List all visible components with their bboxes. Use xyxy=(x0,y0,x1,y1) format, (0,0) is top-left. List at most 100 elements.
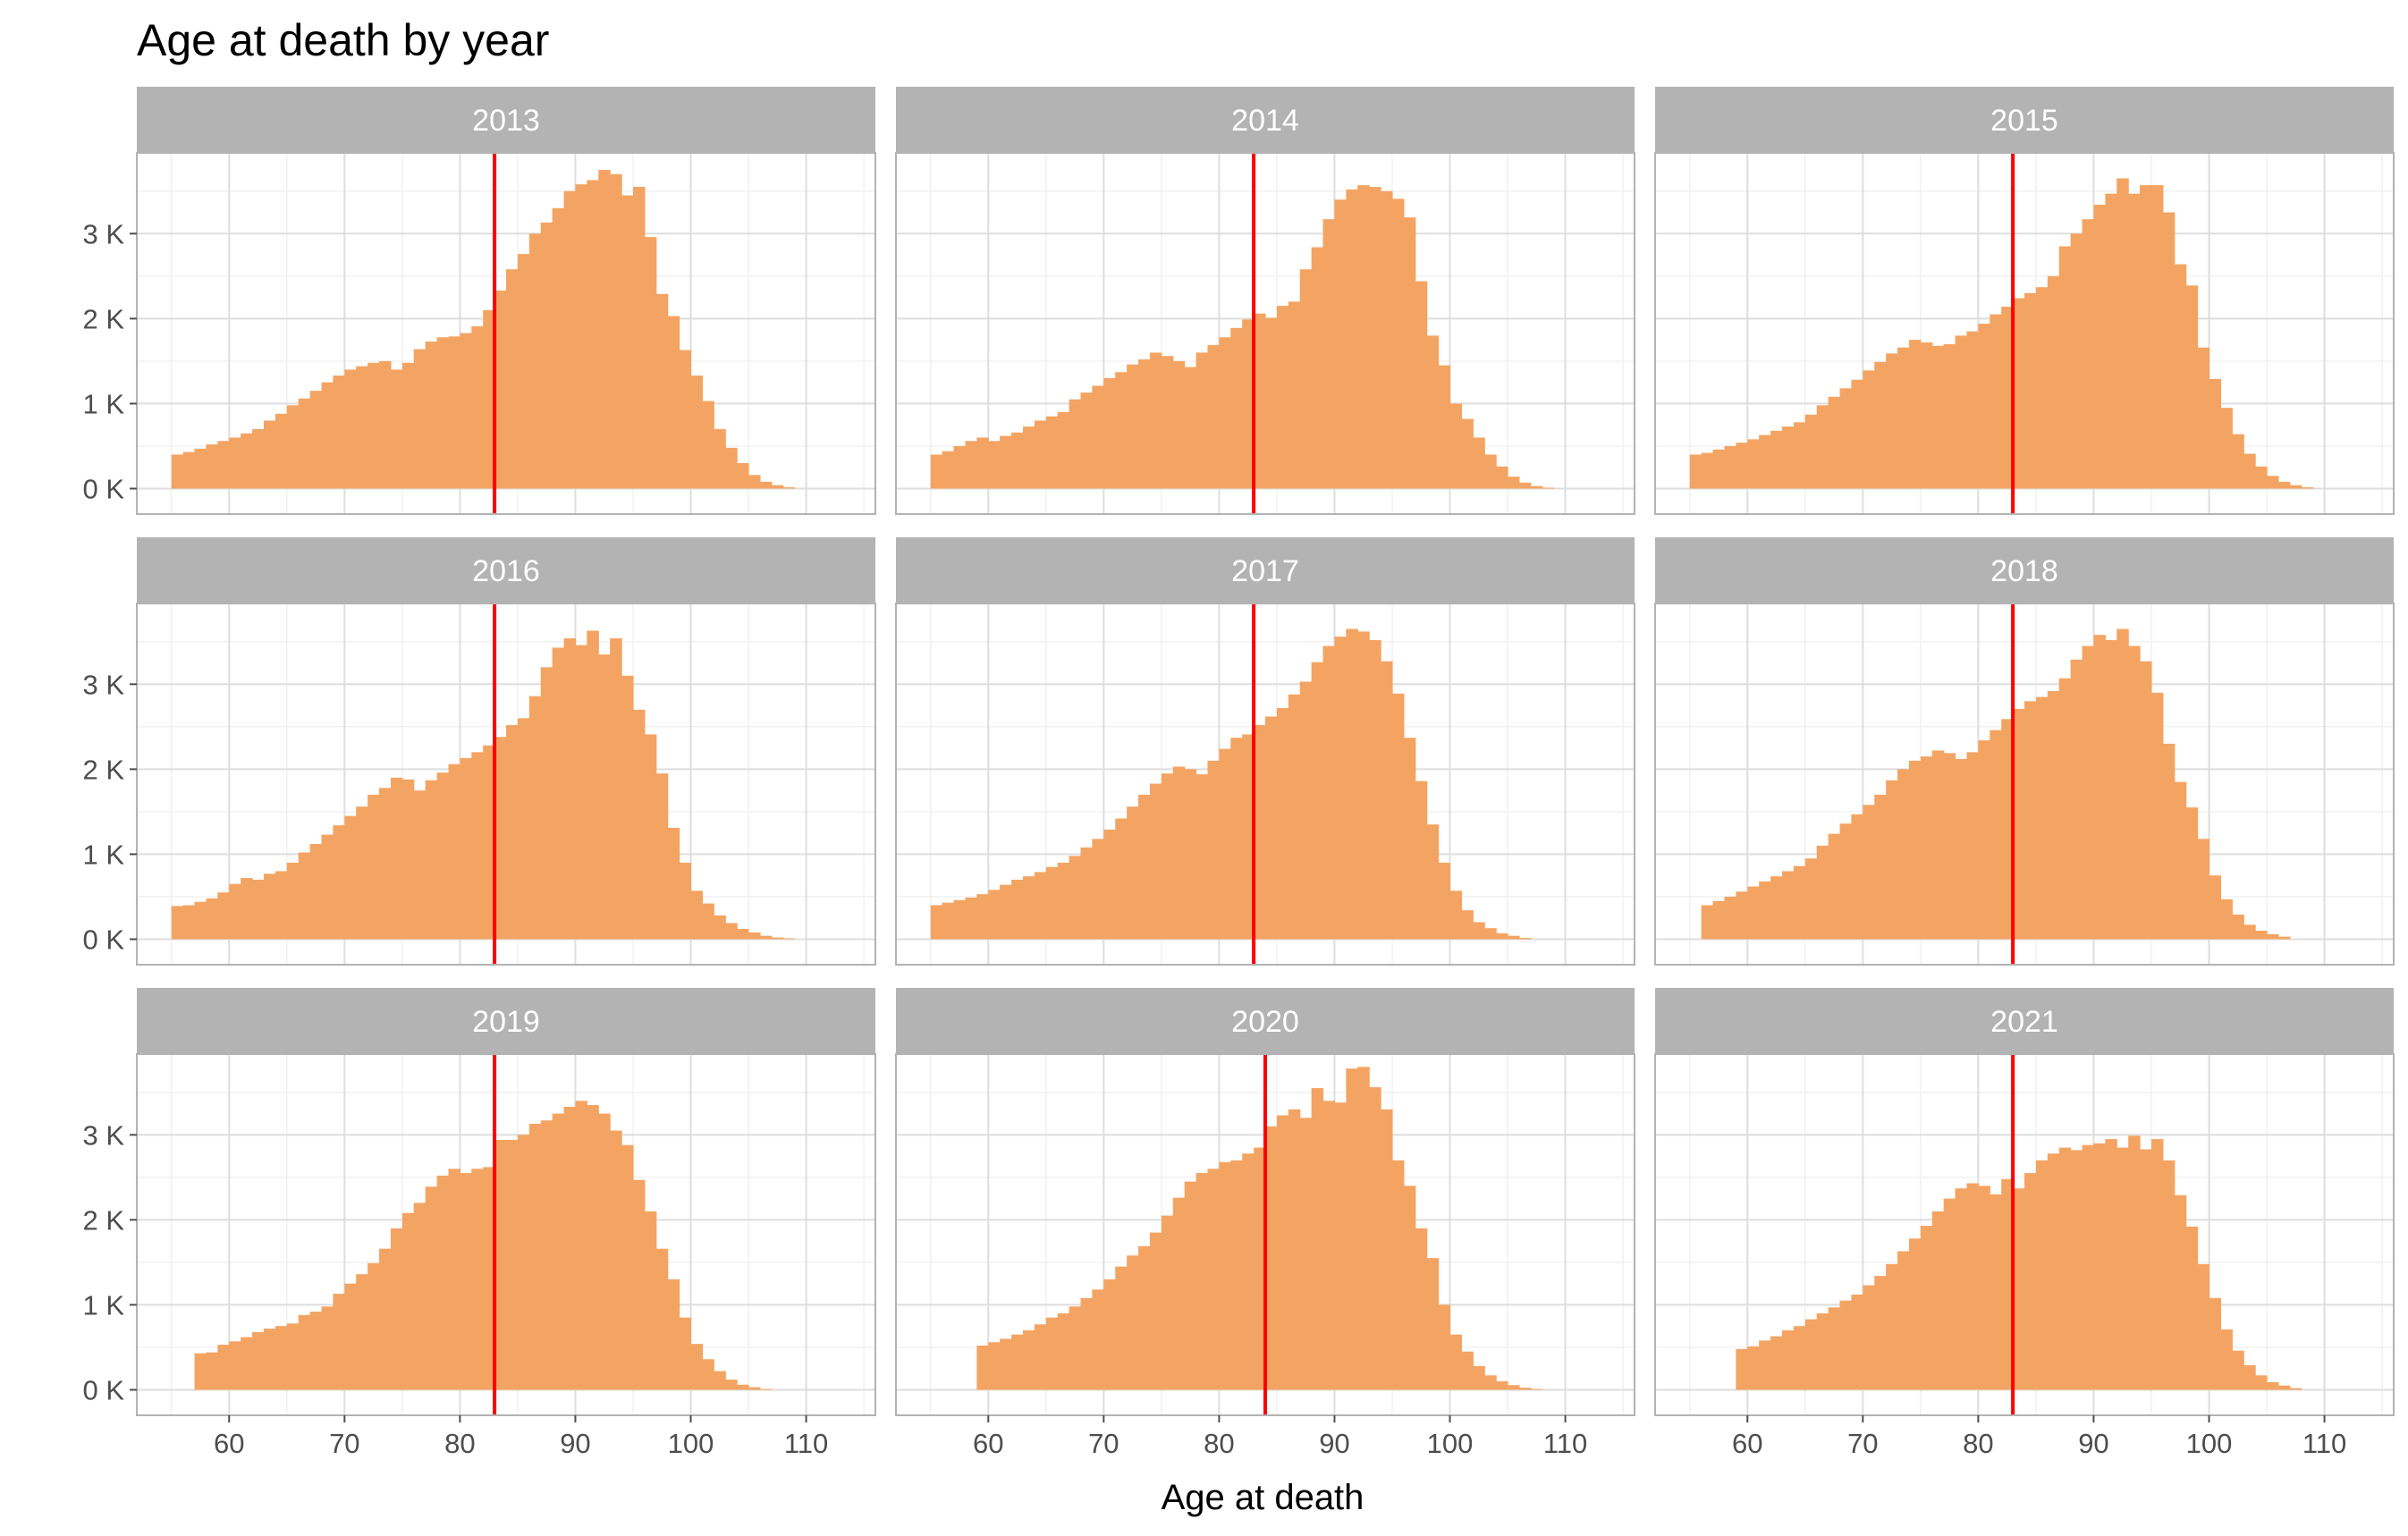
histogram-bar xyxy=(2232,914,2244,940)
histogram-bar xyxy=(1908,1238,1922,1390)
histogram-bar xyxy=(2267,1381,2279,1390)
histogram-bar xyxy=(1161,1215,1174,1390)
histogram-bar xyxy=(379,1248,392,1390)
histogram-bar xyxy=(517,718,530,940)
histogram-bar xyxy=(737,929,749,940)
histogram-bar xyxy=(644,237,657,489)
histogram-bar xyxy=(298,398,311,489)
histogram-bar xyxy=(610,1130,622,1390)
histogram-bar xyxy=(2082,1144,2095,1390)
facet-strip xyxy=(1655,537,2394,603)
histogram-bar xyxy=(1311,662,1324,940)
histogram-bar xyxy=(1931,750,1945,940)
histogram-bar xyxy=(1863,805,1875,940)
histogram-bar xyxy=(1793,422,1806,489)
histogram-bar xyxy=(1781,871,1795,940)
histogram-bar xyxy=(356,806,368,940)
histogram-bar xyxy=(2001,307,2014,489)
histogram-bar xyxy=(1288,1109,1301,1390)
histogram-bar xyxy=(702,903,714,940)
histogram-bar xyxy=(2277,481,2291,489)
histogram-bar xyxy=(1265,716,1278,940)
histogram-bar xyxy=(552,1113,565,1390)
histogram-bar xyxy=(1736,443,1748,489)
histogram-bar xyxy=(1473,1365,1485,1390)
histogram-bar xyxy=(2001,1178,2014,1390)
histogram-bar xyxy=(2082,219,2095,489)
histogram-bar xyxy=(1897,769,1910,940)
histogram-bar xyxy=(436,337,450,489)
histogram-bar xyxy=(460,1173,472,1390)
histogram-bar xyxy=(390,777,403,940)
histogram-bar xyxy=(1908,340,1922,489)
histogram-bar xyxy=(976,437,989,489)
histogram-bar xyxy=(1357,631,1370,940)
histogram-bar xyxy=(1449,1334,1463,1390)
histogram-bar xyxy=(598,1113,611,1390)
facet-strip xyxy=(1655,988,2394,1054)
histogram-bar xyxy=(471,325,484,489)
histogram-bar xyxy=(2128,193,2141,489)
histogram-bar xyxy=(1426,1258,1440,1390)
histogram-bar xyxy=(1828,396,1841,489)
histogram-bar xyxy=(2162,743,2176,940)
histogram-bar xyxy=(1874,361,1887,489)
histogram-bar xyxy=(1207,760,1220,940)
histogram-bar xyxy=(563,637,577,940)
histogram-bar xyxy=(286,405,300,489)
histogram-bar xyxy=(528,696,542,940)
histogram-bar xyxy=(1426,335,1440,489)
facet-panel-2020: 2020 60 70 80 90 100 110 xyxy=(895,988,1635,1459)
histogram-bar xyxy=(506,269,519,489)
x-tick-label: 90 xyxy=(2078,1428,2108,1459)
histogram-bar xyxy=(988,441,1001,489)
histogram-bar xyxy=(1759,881,1771,940)
histogram-bar xyxy=(309,391,323,489)
histogram-bar xyxy=(390,369,403,489)
histogram-bar xyxy=(2162,1160,2176,1390)
histogram-bar xyxy=(517,1135,530,1390)
histogram-bar xyxy=(748,475,761,489)
histogram-bar xyxy=(252,879,265,940)
histogram-bar xyxy=(1770,1336,1783,1390)
histogram-bar xyxy=(1080,392,1094,489)
histogram-bar xyxy=(2150,185,2164,489)
histogram-bar xyxy=(714,428,726,489)
histogram-bar xyxy=(621,195,634,489)
histogram-bar xyxy=(1254,1147,1266,1390)
histogram-bar xyxy=(1724,445,1736,489)
histogram-bar xyxy=(552,647,565,940)
histogram-bar xyxy=(587,1105,599,1390)
histogram-bar xyxy=(2255,466,2268,489)
histogram-bar xyxy=(1034,420,1047,489)
x-tick-label: 60 xyxy=(1732,1428,1762,1459)
histogram-bar xyxy=(1770,876,1783,940)
histogram-bar xyxy=(1196,1173,1209,1390)
histogram-bar xyxy=(1496,1380,1508,1390)
histogram-bar xyxy=(333,376,345,489)
histogram-bar xyxy=(2150,692,2164,940)
histogram-bar xyxy=(737,1384,749,1390)
histogram-bar xyxy=(379,360,392,489)
histogram-bar xyxy=(2197,839,2210,940)
histogram-bar xyxy=(1804,858,1818,940)
histogram-bar xyxy=(171,906,184,940)
histogram-bar xyxy=(321,1306,334,1390)
histogram-bar xyxy=(1045,866,1059,940)
histogram-bar xyxy=(667,827,680,940)
histogram-bar xyxy=(655,773,669,940)
histogram-bar xyxy=(714,915,726,940)
histogram-bar xyxy=(1127,1255,1139,1390)
histogram-bar xyxy=(1381,1109,1393,1390)
histogram-bar xyxy=(1978,740,1990,940)
histogram-bar xyxy=(1542,487,1555,489)
histogram-bar xyxy=(1851,814,1863,940)
facet-strip xyxy=(137,988,875,1054)
histogram-bar xyxy=(1449,403,1463,489)
histogram-bar xyxy=(2174,1194,2187,1390)
histogram-bar xyxy=(448,336,460,489)
histogram-bar xyxy=(1839,388,1853,489)
histogram-bar xyxy=(1069,399,1082,489)
histogram-bar xyxy=(1299,1118,1313,1390)
